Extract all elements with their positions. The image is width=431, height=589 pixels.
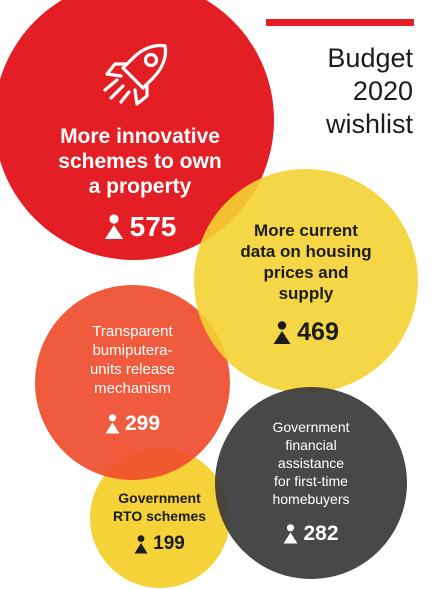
page-title: Budget 2020 wishlist xyxy=(326,42,413,141)
rocket-icon xyxy=(103,43,168,106)
vote-count: 199 xyxy=(102,533,217,555)
item-label-line: bumiputera- xyxy=(92,342,173,359)
bubble-financial-assistance xyxy=(215,387,407,579)
item-label: Transparent bumiputera- units release me… xyxy=(55,322,210,398)
item-label: More innovative schemes to own a propert… xyxy=(40,124,240,199)
item-rto-schemes: Government RTO schemes 199 xyxy=(102,489,217,555)
item-label-line: assistance xyxy=(277,455,345,471)
item-label-line: units release xyxy=(89,361,176,378)
item-label-line: homebuyers xyxy=(272,491,350,507)
item-label-line: prices and xyxy=(263,263,349,282)
item-label: Government RTO schemes xyxy=(102,489,217,525)
person-icon xyxy=(105,414,120,434)
item-label-line: for first-time xyxy=(274,473,348,489)
count-value: 575 xyxy=(129,211,177,242)
title-line-2: 2020 xyxy=(352,76,413,106)
person-icon xyxy=(273,320,291,344)
item-innovative-schemes: More innovative schemes to own a propert… xyxy=(40,124,240,243)
item-bumiputera: Transparent bumiputera- units release me… xyxy=(55,322,210,436)
count-value: 299 xyxy=(124,412,161,435)
count-value: 282 xyxy=(303,522,339,545)
vote-count: 469 xyxy=(206,318,406,347)
person-icon xyxy=(134,534,148,553)
item-housing-data: More current data on housing prices and … xyxy=(206,220,406,347)
title-line-1: Budget xyxy=(327,43,413,73)
item-label-line: RTO schemes xyxy=(112,508,207,524)
item-label-line: data on housing xyxy=(240,242,372,261)
item-label: Government financial assistance for firs… xyxy=(236,418,386,508)
item-label-line: a property xyxy=(88,175,192,198)
item-label-line: More innovative xyxy=(60,125,220,148)
item-label-line: Transparent xyxy=(92,323,173,340)
bubble-bumiputera xyxy=(35,285,230,480)
count-value: 469 xyxy=(297,318,339,346)
vote-count: 299 xyxy=(55,412,210,436)
item-label-line: supply xyxy=(278,284,334,303)
title-line-3: wishlist xyxy=(325,109,413,139)
item-label: More current data on housing prices and … xyxy=(206,220,406,304)
item-label-line: Government xyxy=(272,419,350,435)
vote-count: 575 xyxy=(40,211,240,243)
person-icon xyxy=(104,214,123,239)
count-value: 199 xyxy=(153,533,185,554)
accent-bar xyxy=(266,19,414,26)
item-label-line: More current xyxy=(254,221,358,240)
item-label-line: financial xyxy=(285,437,337,453)
item-label-line: schemes to own xyxy=(58,150,222,173)
item-financial-assistance: Government financial assistance for firs… xyxy=(236,418,386,546)
bubble-housing-data xyxy=(194,169,418,393)
item-label-line: mechanism xyxy=(94,380,171,397)
item-label-line: Government xyxy=(118,490,201,506)
person-icon xyxy=(283,524,298,544)
vote-count: 282 xyxy=(236,522,386,546)
